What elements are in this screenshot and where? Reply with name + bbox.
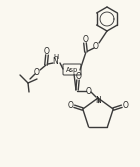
- Text: O: O: [67, 101, 73, 110]
- FancyBboxPatch shape: [63, 64, 81, 75]
- Text: O: O: [93, 42, 99, 50]
- Text: N: N: [95, 96, 101, 105]
- Text: N: N: [52, 56, 58, 65]
- Text: O: O: [86, 87, 92, 96]
- Text: H: H: [53, 54, 59, 60]
- Text: O: O: [83, 35, 89, 43]
- Text: O: O: [123, 101, 129, 110]
- Text: Asp: Asp: [66, 67, 78, 73]
- Text: O: O: [76, 71, 82, 80]
- Text: O: O: [44, 46, 50, 55]
- Text: O: O: [34, 67, 40, 76]
